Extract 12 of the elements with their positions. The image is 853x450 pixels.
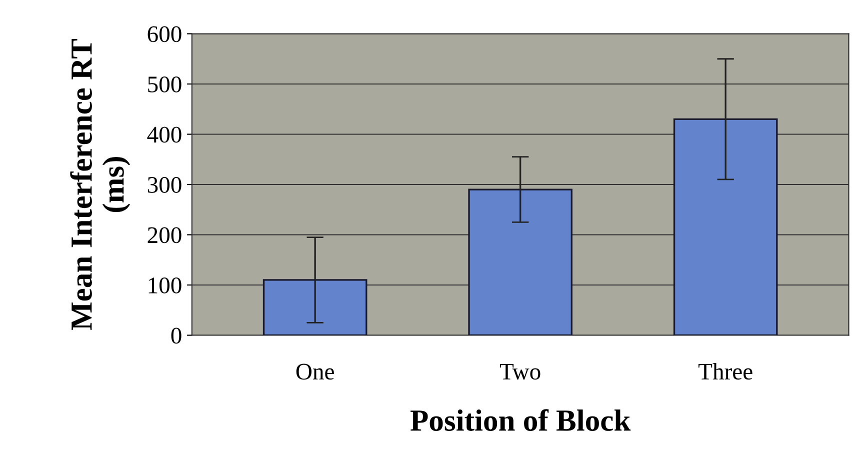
y-tick-label: 300 <box>148 176 182 193</box>
y-tick-label: 500 <box>148 76 182 92</box>
x-tick-label: Three <box>698 363 752 380</box>
y-axis-title: Mean Interference RT (ms) <box>70 38 130 330</box>
y-tick-label: 200 <box>148 227 182 244</box>
y-tick-label: 100 <box>148 277 182 294</box>
x-axis-title: Position of Block <box>410 409 631 431</box>
y-tick-label: 600 <box>148 26 182 42</box>
y-tick-label: 0 <box>171 328 182 344</box>
y-tick-label: 400 <box>147 126 182 143</box>
x-tick-label: One <box>296 364 334 380</box>
x-tick-label: Two <box>500 364 540 380</box>
